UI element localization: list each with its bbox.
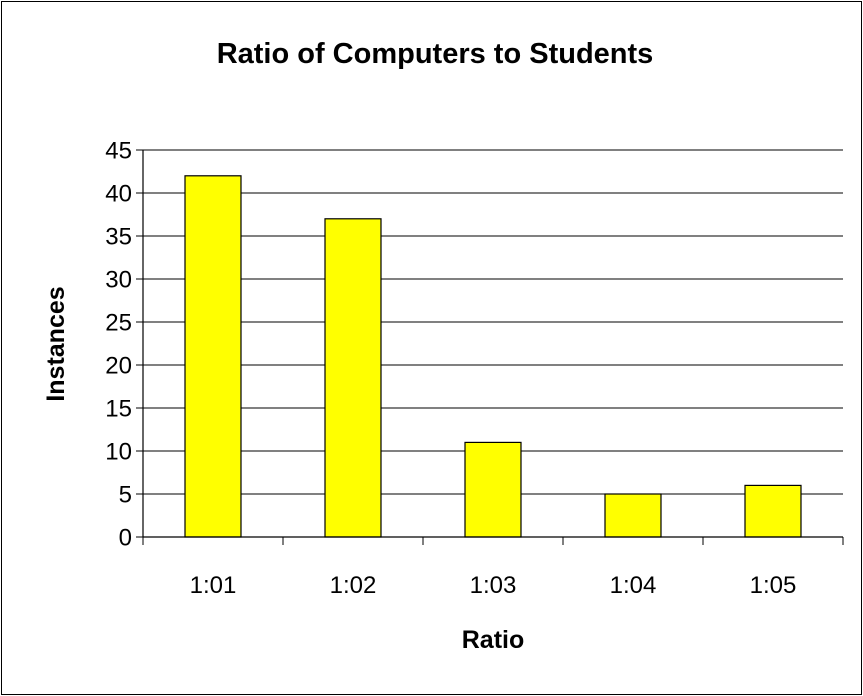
bar-1:01 — [184, 175, 242, 538]
x-tick-label: 1:04 — [610, 572, 657, 599]
x-axis-title: Ratio — [462, 626, 525, 654]
x-tick-label: 1:03 — [470, 572, 517, 599]
y-tick-label: 15 — [105, 396, 132, 423]
y-axis-title: Instances — [42, 286, 70, 401]
y-tick-label: 40 — [105, 181, 132, 208]
bar-1:04 — [604, 493, 662, 538]
x-tick-label: 1:01 — [190, 572, 237, 599]
bar-1:02 — [324, 218, 382, 538]
y-tick-label: 20 — [105, 353, 132, 380]
x-tick-label: 1:02 — [330, 572, 377, 599]
y-tick-label: 5 — [119, 482, 132, 509]
y-tick-label: 10 — [105, 439, 132, 466]
y-tick-label: 30 — [105, 267, 132, 294]
bars — [184, 175, 802, 538]
gridlines — [143, 149, 843, 495]
x-tick-label: 1:05 — [750, 572, 797, 599]
y-tick-label: 45 — [105, 138, 132, 165]
axes — [136, 149, 844, 545]
y-tick-label: 35 — [105, 224, 132, 251]
y-tick-label: 0 — [119, 525, 132, 552]
chart-title: Ratio of Computers to Students — [217, 38, 654, 70]
bar-1:03 — [464, 441, 522, 538]
x-tick-labels: 1:01 1:02 1:03 1:04 1:05 — [190, 572, 797, 599]
y-tick-labels: 0 5 10 15 20 25 30 35 40 45 — [105, 138, 132, 552]
y-tick-label: 25 — [105, 310, 132, 337]
bar-1:05 — [744, 484, 802, 538]
